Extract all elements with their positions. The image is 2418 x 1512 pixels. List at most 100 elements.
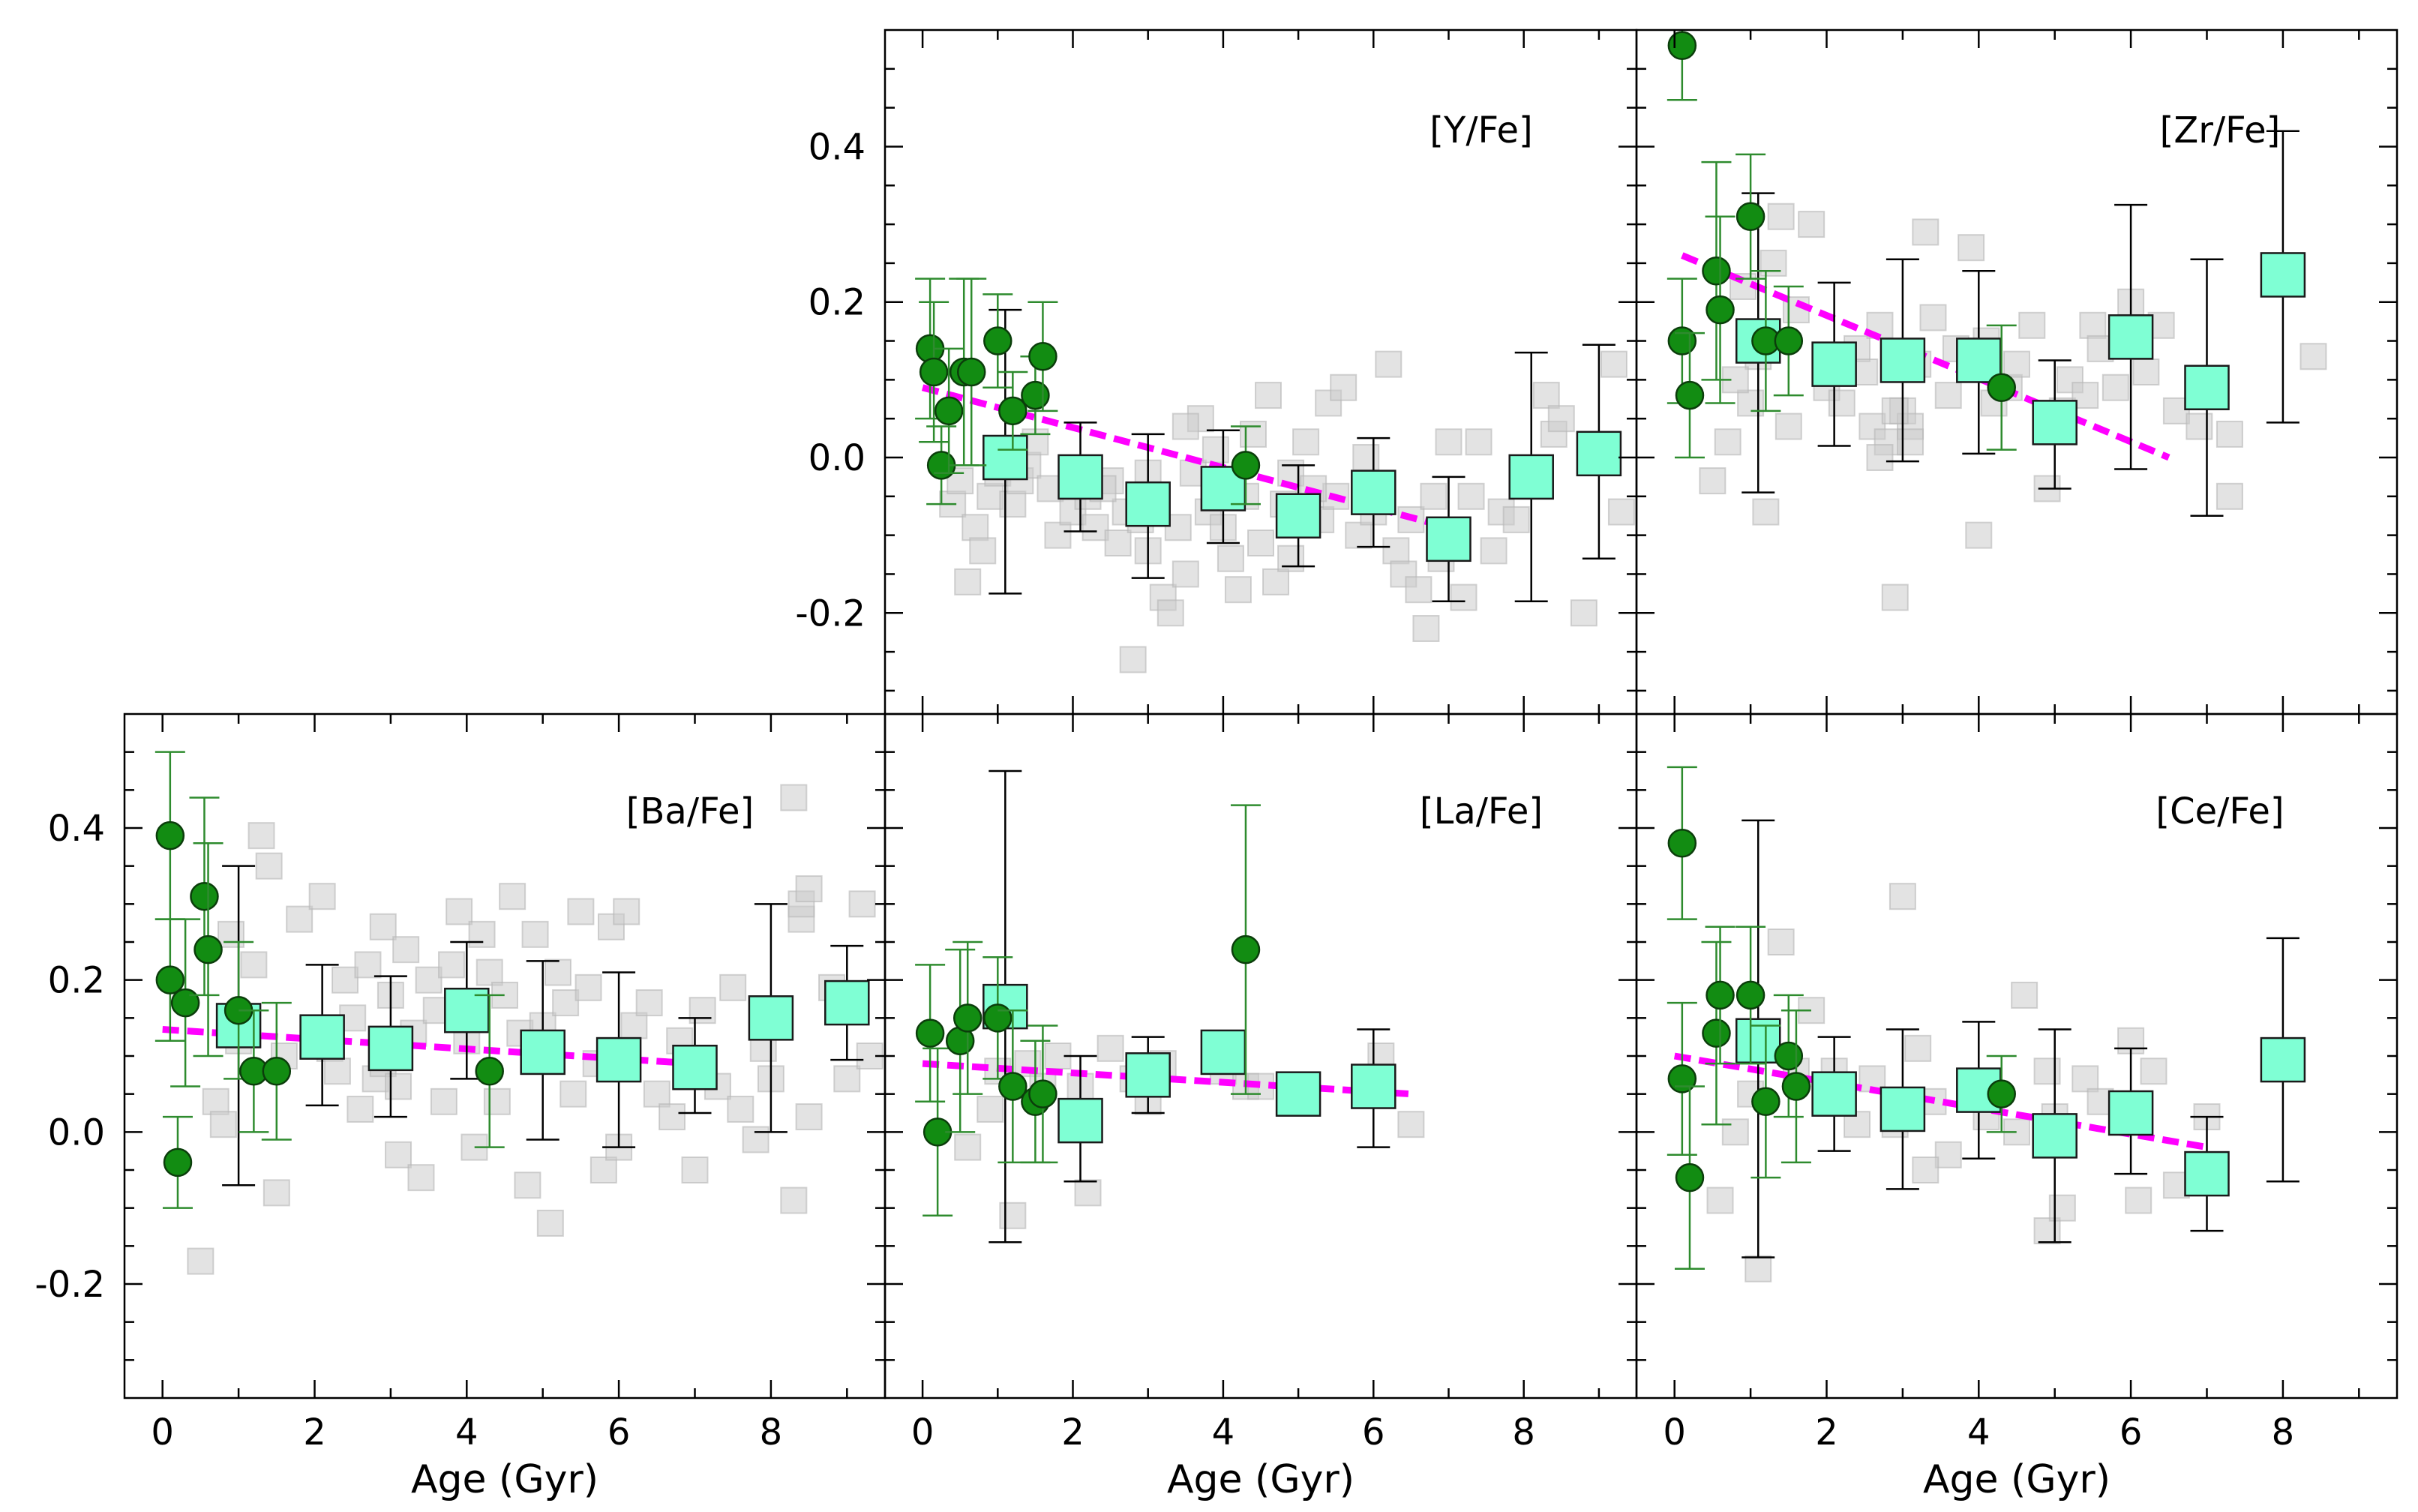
x-tick-label: 0 (1663, 1412, 1686, 1454)
field-star-marker (2079, 311, 2107, 339)
field-star-marker (1721, 1118, 1749, 1146)
field-star-marker (332, 966, 359, 994)
field-star-marker (1239, 420, 1267, 448)
field-star-marker (688, 997, 716, 1024)
field-star-marker (1798, 997, 1826, 1024)
field-star-marker (2162, 397, 2190, 424)
field-star-marker (2018, 311, 2046, 339)
field-star-marker (1760, 249, 1787, 277)
field-star-marker (1714, 428, 1742, 456)
bin-mean-marker (2260, 1036, 2306, 1083)
field-star-marker (1912, 218, 1940, 246)
cluster-marker (155, 820, 185, 850)
field-star-marker (1767, 202, 1795, 230)
field-star-marker (1532, 382, 1560, 410)
field-star-marker (1897, 428, 1924, 456)
field-star-marker (1247, 530, 1274, 556)
field-star-marker (1737, 389, 1765, 417)
field-star-marker (1412, 615, 1440, 642)
field-star-marker (262, 1179, 290, 1207)
field-star-marker (848, 890, 876, 918)
cluster-marker (1231, 451, 1261, 480)
field-star-marker (1375, 350, 1402, 378)
field-star-marker (1465, 428, 1492, 456)
field-star-marker (1934, 382, 1962, 410)
field-star-marker (2102, 374, 2129, 401)
field-star-marker (2033, 1058, 2061, 1085)
field-star-marker (962, 514, 989, 542)
field-star-marker (1216, 544, 1244, 572)
panel-label: [Ce/Fe] (2156, 790, 2284, 832)
cluster-marker (998, 1072, 1028, 1101)
cluster-marker (983, 1004, 1012, 1033)
x-tick-label: 2 (303, 1412, 326, 1454)
bin-mean-marker (1880, 1086, 1926, 1132)
cluster-marker (163, 1148, 193, 1178)
field-star-marker (438, 951, 466, 979)
field-star-marker (2125, 1186, 2152, 1214)
field-star-marker (1881, 397, 1909, 424)
field-star-marker (1405, 576, 1432, 604)
field-star-marker (2140, 1058, 2168, 1085)
field-star-marker (187, 1247, 214, 1275)
cluster-marker (190, 881, 219, 911)
cluster-marker (1675, 1162, 1705, 1192)
field-star-marker (2048, 1194, 2076, 1222)
cluster-marker (915, 1018, 945, 1048)
cluster-marker (1736, 202, 1766, 231)
bin-mean-marker (672, 1044, 718, 1090)
field-star-marker (658, 1103, 686, 1131)
bin-mean-marker (1200, 1029, 1246, 1076)
cluster-marker (1667, 1064, 1697, 1094)
field-star-marker (468, 920, 496, 948)
field-star-marker (255, 852, 283, 880)
field-star-marker (2186, 412, 2213, 440)
bin-mean-marker (2108, 314, 2154, 360)
bin-mean-marker (299, 1014, 345, 1060)
field-star-marker (560, 1080, 587, 1108)
field-star-marker (590, 1156, 617, 1184)
x-tick-label: 4 (1212, 1412, 1235, 1454)
field-star-marker (521, 920, 549, 948)
field-star-marker (574, 974, 602, 1001)
bin-mean-marker (596, 1036, 642, 1083)
trend-line (1681, 252, 2170, 461)
cluster-marker (1667, 829, 1697, 858)
field-star-marker (1172, 412, 1199, 440)
panel-zr-fe: [Zr/Fe] (1635, 28, 2398, 716)
bin-mean-marker (2184, 364, 2230, 410)
field-star-marker (544, 958, 572, 986)
bin-mean-marker (1275, 1071, 1322, 1117)
field-star-marker (1397, 1111, 1425, 1138)
cluster-marker (1987, 1079, 2016, 1108)
field-star-marker (1255, 382, 1282, 410)
field-star-marker (248, 822, 275, 850)
bin-mean-marker (1125, 1052, 1171, 1098)
field-star-marker (2003, 350, 2030, 378)
bin-mean-marker (1811, 341, 1857, 387)
field-star-marker (483, 1088, 511, 1115)
field-star-marker (446, 898, 473, 926)
field-star-marker (499, 883, 526, 910)
cluster-marker (1736, 980, 1766, 1010)
bin-mean-marker (982, 434, 1028, 481)
field-star-marker (1202, 436, 1229, 464)
field-star-marker (1699, 467, 1726, 495)
bin-mean-marker (2032, 400, 2078, 446)
plot-area (915, 278, 1635, 674)
field-star-marker (1607, 498, 1635, 526)
field-star-marker (1172, 560, 1199, 588)
cluster-marker (475, 1057, 504, 1086)
field-star-marker (286, 905, 314, 933)
field-star-marker (1798, 211, 1826, 238)
field-star-marker (415, 966, 442, 994)
panel-label: [Zr/Fe] (2160, 110, 2281, 152)
field-star-marker (1547, 405, 1575, 433)
field-star-marker (954, 1133, 982, 1161)
field-star-marker (2300, 343, 2327, 370)
field-star-marker (536, 1209, 564, 1237)
cluster-marker (1028, 342, 1058, 371)
cluster-marker (1231, 934, 1261, 964)
field-star-marker (217, 920, 244, 948)
